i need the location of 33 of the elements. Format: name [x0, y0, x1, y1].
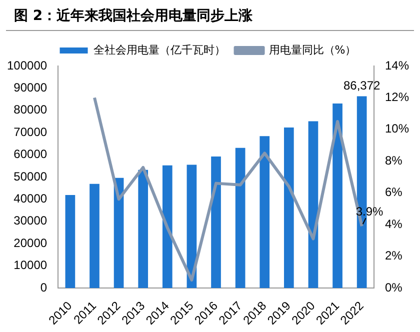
y2-tick-label: 12% — [384, 90, 410, 104]
y2-tick-label: 2% — [384, 248, 403, 263]
bar — [211, 156, 221, 288]
y2-tick-label: 14% — [384, 58, 410, 72]
bar — [332, 104, 342, 288]
bar — [284, 127, 294, 288]
y-tick-label: 10000 — [14, 258, 48, 272]
y2-tick-label: 8% — [384, 153, 403, 168]
legend-label: 用电量同比（%） — [268, 43, 356, 56]
y2-tick-label: 10% — [384, 122, 410, 136]
data-label: 86,372 — [343, 78, 381, 93]
y-tick-label: 70000 — [14, 124, 48, 139]
y-tick-label: 90000 — [14, 80, 48, 95]
y-tick-label: 100000 — [6, 58, 48, 72]
bar — [162, 165, 172, 288]
bar — [260, 136, 270, 288]
y-tick-label: 30000 — [14, 214, 48, 228]
y2-tick-label: 0% — [384, 280, 403, 294]
bar — [138, 170, 148, 288]
y-tick-label: 50000 — [14, 169, 48, 184]
chart-title: 图 2：近年来我国社会用电量同步上涨 — [6, 0, 414, 31]
y-tick-label: 40000 — [14, 191, 48, 206]
bar — [235, 148, 246, 288]
bar — [90, 184, 100, 288]
bar — [65, 194, 76, 288]
y-tick-label: 80000 — [14, 102, 48, 117]
y-tick-label: 20000 — [14, 236, 48, 250]
legend-label: 全社会用电量（亿千瓦时） — [93, 43, 226, 56]
y2-tick-label: 6% — [384, 185, 403, 200]
y2-tick-label: 4% — [384, 216, 403, 231]
y-tick-label: 0 — [40, 280, 48, 294]
y-tick-label: 60000 — [14, 147, 48, 162]
bar — [308, 121, 318, 288]
